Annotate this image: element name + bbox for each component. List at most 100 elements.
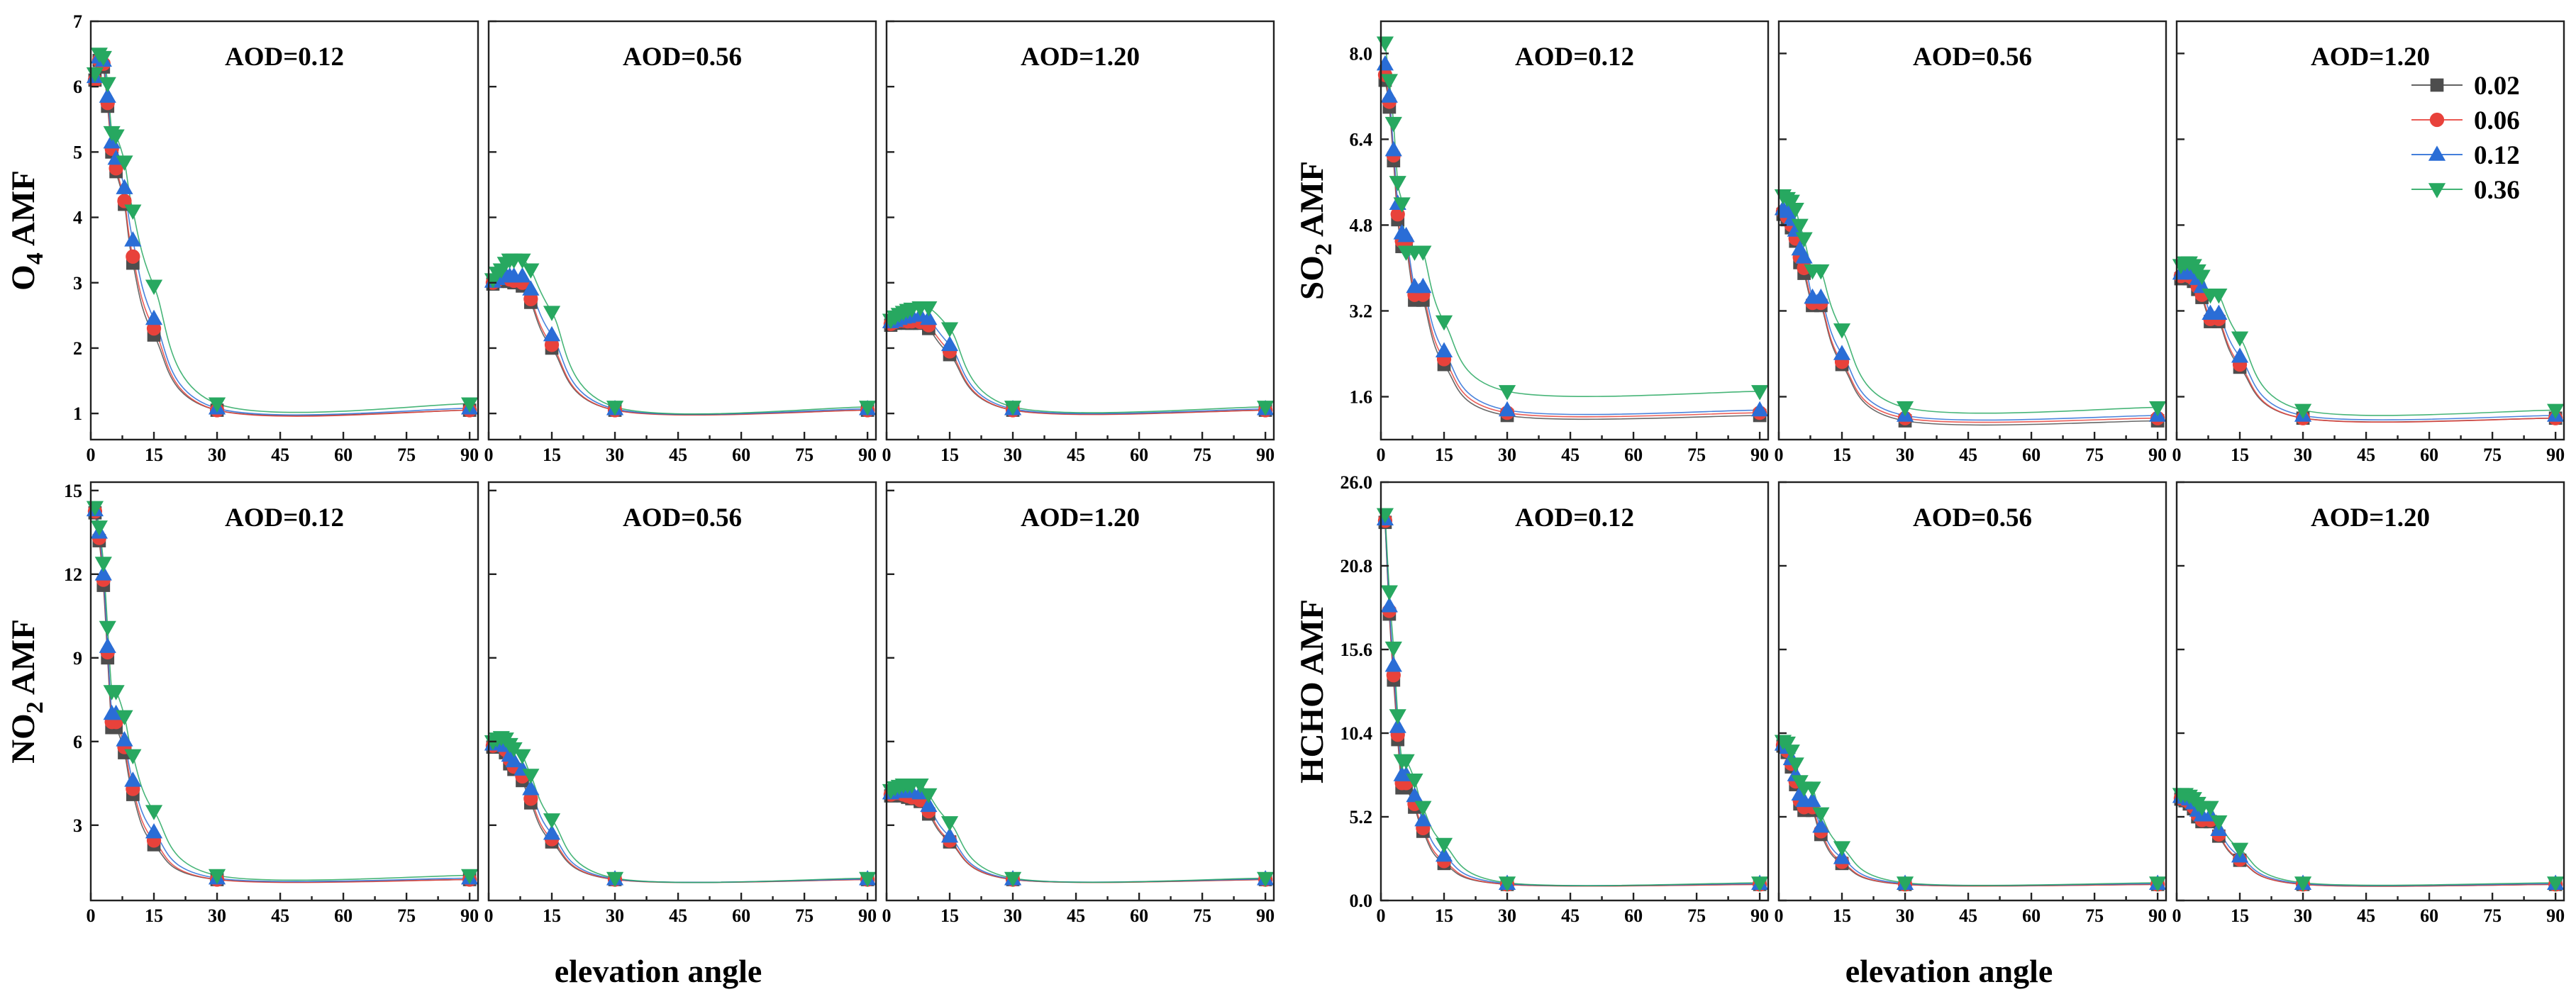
data-point-0.12 [1833, 849, 1851, 864]
y-tick-label: 15.6 [1340, 640, 1373, 660]
data-point-0.12 [94, 565, 112, 581]
panel-no2-1: 0 15 30 45 60 75 90 3 6 9 12 15 AOD=0.12 [64, 481, 479, 926]
data-point-0.12 [1397, 226, 1415, 242]
legend-marker-0.36 [2428, 183, 2446, 199]
data-point-0.12 [1804, 791, 1821, 808]
panel-so2-1: 0 15 30 45 60 75 90 1.6 3.2 4.8 6.4 8.0 AOD=0.12 [1350, 20, 1770, 465]
data-point-0.12 [920, 309, 938, 325]
series-line-0.06 [1384, 520, 1760, 887]
panel-title: AOD=0.56 [1913, 503, 2032, 532]
data-point-0.36 [1004, 871, 1022, 888]
panel-title: AOD=0.56 [623, 503, 742, 532]
x-tick-label: 45 [1561, 445, 1580, 465]
y-tick-label: 6.4 [1350, 129, 1373, 150]
y-tick-label: 10.4 [1340, 723, 1373, 744]
x-tick-label: 15 [145, 445, 163, 465]
data-point-0.36 [859, 401, 877, 416]
data-point-0.12 [1812, 288, 1830, 304]
data-point-0.36 [606, 401, 624, 416]
data-point-0.36 [116, 710, 133, 726]
data-point-0.36 [107, 129, 125, 145]
data-point-0.36 [911, 778, 929, 794]
x-tick-label: 30 [1004, 905, 1022, 926]
x-tick-label: 90 [2148, 445, 2167, 465]
data-point-0.12 [513, 267, 531, 283]
series-line-0.36 [2180, 793, 2556, 886]
series-line-0.02 [1782, 213, 2158, 426]
x-tick-label: 60 [2420, 905, 2438, 926]
panel-frame [89, 20, 479, 441]
x-tick-label: 90 [858, 445, 877, 465]
x-tick-label: 90 [2546, 445, 2565, 465]
y-tick-label: 1 [73, 403, 82, 424]
y-axis-label-so2: SO2 AMF [1294, 161, 1337, 300]
x-tick-label: 90 [858, 905, 877, 926]
y-tick-label: 5 [73, 142, 82, 162]
panel-group-hcho: HCHO AMF 0 15 30 45 60 75 90 0.0 5.2 10.4 15.6 20.8 2… [1294, 472, 2565, 926]
data-point-0.36 [208, 397, 226, 413]
panel-group-no2: NO2 AMF 0 15 30 45 60 75 90 3 6 9 12 15 AOD=0.12 0 15 30… [5, 481, 1275, 926]
data-point-0.36 [1397, 754, 1415, 770]
data-point-0.36 [1812, 807, 1830, 823]
series-line-0.36 [94, 52, 470, 413]
data-point-0.36 [940, 816, 959, 832]
series-line-0.06 [890, 320, 1266, 415]
data-point-0.36 [1795, 232, 1813, 247]
data-point-0.12 [543, 824, 561, 840]
data-point-0.36 [920, 788, 938, 804]
data-point-0.12 [1795, 248, 1813, 264]
legend-label-0.06: 0.06 [2474, 106, 2520, 135]
x-tick-label: 0 [87, 905, 96, 926]
series-line-0.36 [94, 507, 470, 881]
x-tick-label: 60 [732, 445, 750, 465]
data-point-0.12 [124, 771, 142, 787]
x-tick-label: 15 [1435, 445, 1453, 465]
x-tick-label: 45 [1561, 905, 1580, 926]
data-point-0.36 [107, 685, 125, 701]
x-tick-label: 0 [882, 905, 892, 926]
data-point-0.36 [543, 813, 561, 829]
data-point-0.36 [920, 301, 938, 317]
x-tick-label: 45 [1067, 905, 1085, 926]
x-tick-label: 90 [460, 905, 479, 926]
series-line-0.12 [1782, 208, 2158, 421]
x-tick-label: 45 [271, 445, 289, 465]
data-point-0.36 [1406, 774, 1423, 789]
x-tick-label: 60 [334, 905, 352, 926]
data-point-0.36 [2231, 842, 2249, 859]
series-line-0.12 [2180, 796, 2556, 886]
x-tick-label: 15 [940, 905, 959, 926]
y-tick-label: 5.2 [1350, 807, 1373, 827]
panel-frame [885, 20, 1275, 441]
series-line-0.02 [2180, 798, 2556, 887]
x-tick-label: 45 [1067, 445, 1085, 465]
data-point-0.36 [2294, 403, 2312, 420]
x-tick-label: 45 [1959, 905, 1977, 926]
data-point-0.36 [505, 742, 523, 758]
panel-frame [885, 481, 1275, 902]
panel-frame [1777, 20, 2167, 441]
series-line-0.36 [1384, 43, 1760, 397]
panel-title: AOD=1.20 [1021, 43, 1140, 72]
data-point-0.12 [522, 780, 540, 796]
panel-frame [1379, 20, 1770, 441]
x-tick-label: 75 [2483, 445, 2502, 465]
x-tick-label: 30 [1498, 445, 1516, 465]
data-point-0.36 [2231, 331, 2249, 347]
x-axis-label: elevation angle [555, 953, 762, 989]
x-tick-label: 30 [1896, 905, 1914, 926]
data-point-0.36 [1751, 385, 1769, 401]
data-point-0.12 [1406, 786, 1423, 803]
data-point-0.36 [1004, 401, 1022, 416]
x-tick-label: 15 [2231, 905, 2249, 926]
y-axis-label-o4: O4 AMF [5, 170, 48, 291]
panel-frame [1777, 481, 2167, 902]
x-tick-label: 0 [1775, 905, 1784, 926]
series-line-0.36 [1384, 514, 1760, 886]
data-point-0.36 [1414, 245, 1432, 261]
series-line-0.02 [1384, 522, 1760, 887]
panel-title: AOD=1.20 [1021, 503, 1140, 532]
x-axis-label: elevation angle [1845, 953, 2053, 989]
